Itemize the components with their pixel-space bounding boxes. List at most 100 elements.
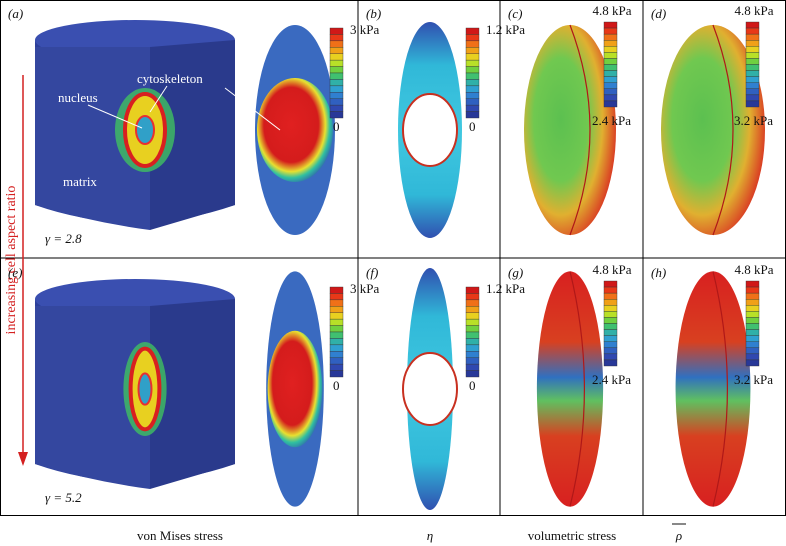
annotation: cytoskeleton: [137, 71, 203, 86]
colorbar-cell: [329, 370, 344, 378]
colorbar-cell: [465, 111, 480, 119]
colorbar-cell: [745, 27, 760, 35]
colorbar-cell: [329, 34, 344, 42]
colorbar-cell: [603, 341, 618, 348]
cut-side: [150, 40, 235, 230]
stress-ellipsoid: [661, 25, 765, 235]
colorbar-cell: [465, 312, 480, 320]
scale-min: 3.2 kPa: [734, 113, 773, 128]
colorbar-cell: [745, 46, 760, 53]
colorbar-cell: [329, 47, 344, 54]
scale-min: 2.4 kPa: [592, 113, 631, 128]
cell-stress: [267, 330, 323, 448]
colorbar-cell: [329, 104, 344, 112]
colorbar-cell: [329, 331, 344, 339]
colorbar-cell: [603, 64, 618, 71]
leader-line: [87, 104, 143, 129]
colorbar-cell: [465, 325, 480, 333]
edge-highlight: [712, 271, 728, 507]
colorbar-cell: [745, 317, 760, 324]
stress-ellipsoid: [524, 25, 616, 235]
gamma-label: γ = 2.8: [45, 231, 82, 246]
panel-label: (d): [651, 6, 666, 21]
colorbar-cell: [329, 363, 344, 371]
colorbar-cell: [745, 100, 760, 108]
colorbar-cell: [465, 53, 480, 61]
colorbar-cell: [465, 40, 480, 48]
colorbar-cell: [745, 292, 760, 300]
colorbar-cell: [329, 27, 344, 35]
edge-highlight: [569, 271, 585, 507]
colorbar-cell: [329, 79, 344, 87]
colorbar-cell: [465, 92, 480, 99]
colorbar-cell: [329, 286, 344, 294]
cut-face: [35, 306, 150, 489]
colorbar-cell: [329, 85, 344, 93]
panel-label: (a): [8, 6, 23, 21]
colorbar-cell: [465, 286, 480, 294]
colorbar-cell: [603, 292, 618, 300]
colorbar-cell: [465, 363, 480, 371]
colorbar-cell: [465, 85, 480, 93]
colorbar-cell: [329, 344, 344, 352]
stress-ellipsoid: [536, 271, 604, 507]
colorbar-cell: [329, 53, 344, 61]
colorbar-cell: [745, 335, 760, 342]
caption: von Mises stress: [137, 528, 223, 543]
panel-label: (b): [366, 6, 381, 21]
panel-label: (e): [8, 265, 22, 280]
colorbar-cell: [745, 82, 760, 89]
gamma-label: γ = 5.2: [45, 490, 82, 505]
colorbar-cell: [603, 33, 618, 41]
colorbar-cell: [603, 58, 618, 65]
scale-max: 1.2 kPa: [486, 281, 525, 296]
colorbar-cell: [745, 52, 760, 59]
colorbar-cell: [745, 70, 760, 77]
colorbar-cell: [329, 357, 344, 365]
colorbar-cell: [745, 40, 760, 47]
scale-min: 2.4 kPa: [592, 372, 631, 387]
colorbar-cell: [465, 59, 480, 67]
colorbar-cell: [465, 306, 480, 313]
cell-stress: [257, 78, 333, 182]
colorbar-cell: [465, 66, 480, 74]
nucleus: [135, 115, 155, 145]
colorbar-cell: [465, 293, 480, 301]
colorbar-cell: [465, 318, 480, 326]
colorbar-cell: [603, 311, 618, 318]
colorbar-cell: [603, 94, 618, 102]
annotation: nucleus: [58, 90, 98, 105]
colorbar-cell: [603, 353, 618, 361]
scale-min: 0: [333, 119, 340, 134]
scale-max: 4.8 kPa: [593, 3, 632, 18]
colorbar-cell: [745, 353, 760, 361]
scale-min: 0: [333, 378, 340, 393]
colorbar-cell: [329, 318, 344, 326]
colorbar-cell: [329, 351, 344, 358]
colorbar-cell: [329, 111, 344, 119]
colorbar-cell: [329, 72, 344, 80]
colorbar-cell: [745, 88, 760, 96]
colorbar-cell: [603, 347, 618, 355]
panel-label: (f): [366, 265, 378, 280]
colorbar-cell: [329, 66, 344, 74]
cut-side: [150, 299, 235, 489]
scale-max: 3 kPa: [350, 22, 379, 37]
colorbar-cell: [603, 305, 618, 312]
colorbar-cell: [465, 331, 480, 339]
colorbar-cell: [329, 293, 344, 301]
scale-max: 3 kPa: [350, 281, 379, 296]
panel-label: (c): [508, 6, 522, 21]
colorbar-cell: [329, 338, 344, 346]
caption: η: [427, 528, 433, 543]
leader-line: [149, 85, 168, 113]
void: [402, 93, 458, 167]
colorbar-cell: [603, 21, 618, 29]
colorbar-cell: [745, 64, 760, 71]
colorbar-cell: [329, 92, 344, 99]
colorbar-cell: [465, 351, 480, 358]
colorbar-cell: [465, 27, 480, 35]
colorbar-cell: [329, 325, 344, 333]
colorbar-cell: [745, 311, 760, 318]
